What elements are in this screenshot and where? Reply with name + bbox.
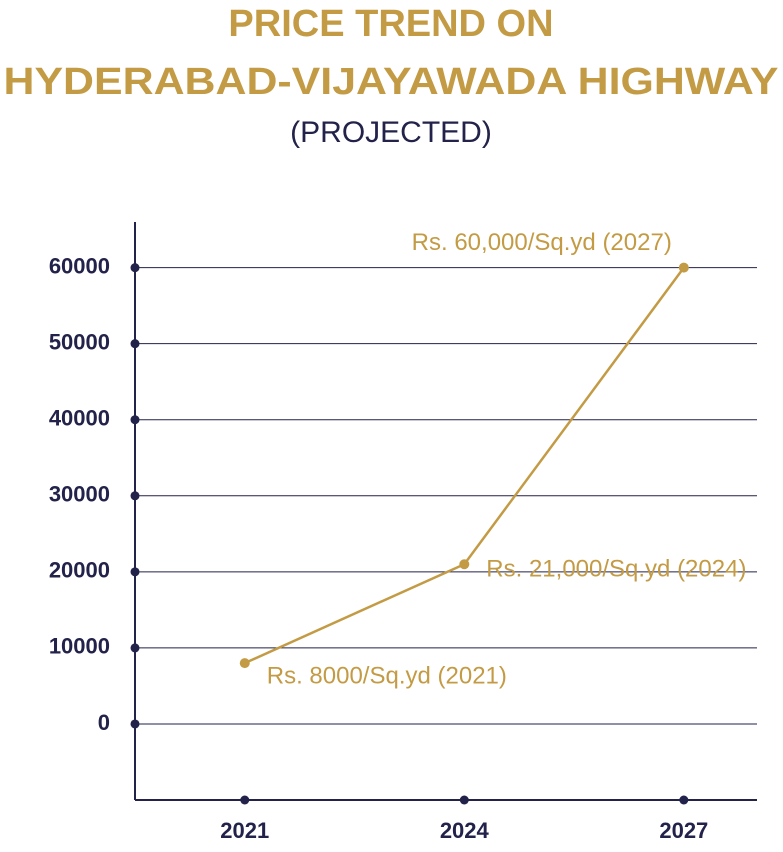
point bbox=[678, 262, 689, 273]
point bbox=[239, 658, 250, 669]
data-label: Rs. 8000/Sq.yd (2021) bbox=[267, 662, 507, 689]
x-tick-label: 2027 bbox=[659, 818, 708, 843]
line bbox=[244, 266, 685, 665]
y-tick-label: 50000 bbox=[49, 329, 110, 354]
x-tick-label: 2024 bbox=[440, 818, 490, 843]
data-label: Rs. 21,000/Sq.yd (2024) bbox=[486, 556, 746, 583]
chart-subtitle: (PROJECTED) bbox=[290, 116, 492, 149]
data-label: Rs. 60,000/Sq.yd (2027) bbox=[412, 229, 672, 256]
x-tick-label: 2021 bbox=[220, 818, 269, 843]
y-tick-label: 40000 bbox=[49, 406, 110, 431]
y-tick-label: 0 bbox=[98, 710, 110, 735]
y-tick-label: 30000 bbox=[49, 482, 110, 507]
y-tick-label: 60000 bbox=[49, 253, 110, 278]
y-tick-label: 20000 bbox=[49, 558, 110, 583]
y-tick-label: 10000 bbox=[49, 634, 110, 659]
x-tick-mark bbox=[240, 795, 250, 805]
chart-title: PRICE TREND ON bbox=[228, 3, 553, 45]
point bbox=[459, 559, 470, 570]
x-tick-mark bbox=[459, 795, 469, 805]
chart-title: HYDERABAD-VIJAYAWADA HIGHWAY bbox=[4, 61, 779, 103]
x-tick-mark bbox=[679, 795, 689, 805]
